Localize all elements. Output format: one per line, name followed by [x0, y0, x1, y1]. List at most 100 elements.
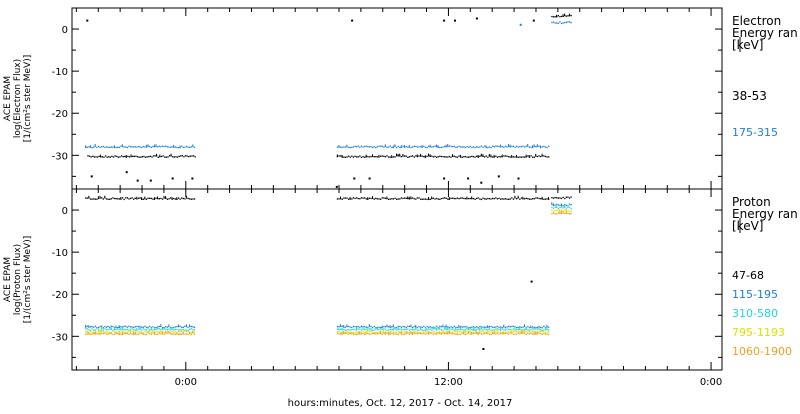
data-mark: [179, 328, 181, 331]
data-mark: [346, 197, 348, 199]
data-mark: [424, 146, 427, 148]
data-mark: [554, 16, 556, 18]
data-mark: [444, 145, 446, 148]
data-mark: [169, 197, 172, 199]
data-mark: [149, 197, 151, 199]
data-mark: [133, 332, 135, 335]
data-mark: [404, 155, 406, 157]
data-mark: [192, 329, 194, 331]
data-mark: [423, 156, 425, 158]
data-mark: [498, 197, 500, 199]
data-mark: [463, 197, 465, 200]
data-mark: [416, 329, 419, 331]
data-mark: [137, 197, 140, 199]
data-mark: [458, 328, 460, 330]
data-mark: [340, 324, 341, 327]
data-mark: [504, 145, 507, 147]
data-mark: [373, 331, 375, 334]
data-mark: [498, 326, 500, 328]
data-mark: [421, 155, 423, 157]
data-mark: [405, 155, 407, 157]
data-mark: [96, 156, 99, 158]
data-mark: [336, 154, 338, 157]
data-mark: [157, 333, 159, 336]
data-mark: [501, 198, 503, 200]
data-mark: [484, 156, 486, 158]
data-mark: [482, 326, 484, 328]
data-mark: [525, 145, 527, 147]
data-mark: [453, 197, 455, 200]
data-mark: [448, 331, 450, 334]
data-mark: [500, 198, 502, 200]
data-mark: [89, 330, 92, 333]
data-mark: [527, 331, 529, 334]
data-mark: [166, 328, 168, 331]
data-mark: [429, 326, 431, 328]
data-mark: [456, 146, 459, 148]
data-mark: [474, 146, 476, 149]
data-mark: [404, 197, 406, 199]
data-mark: [134, 197, 136, 199]
data-mark: [448, 197, 450, 200]
data-mark: [149, 145, 151, 148]
data-mark: [554, 213, 556, 215]
data-mark: [468, 327, 469, 330]
data-mark: [144, 333, 146, 336]
data-mark: [124, 155, 126, 158]
data-mark: [557, 22, 559, 24]
data-mark: [426, 327, 428, 331]
data-mark: [448, 145, 451, 147]
data-mark: [120, 145, 122, 147]
data-mark: [461, 156, 463, 158]
data-mark: [338, 333, 340, 335]
data-mark: [346, 329, 348, 333]
data-mark: [129, 146, 132, 148]
data-mark: [107, 333, 109, 335]
data-mark: [365, 154, 367, 158]
data-mark: [536, 331, 538, 335]
data-mark: [118, 146, 120, 148]
data-mark: [85, 145, 87, 148]
data-mark: [127, 155, 129, 157]
data-mark: [404, 326, 406, 328]
data-mark: [504, 326, 507, 329]
data-mark: [97, 330, 100, 332]
data-mark: [155, 331, 157, 333]
data-mark: [96, 326, 98, 329]
data-mark: [168, 324, 170, 327]
data-mark: [165, 145, 167, 147]
data-mark: [113, 331, 116, 333]
data-mark: [447, 330, 449, 333]
data-mark: [346, 156, 348, 158]
data-mark: [506, 155, 508, 157]
data-mark: [434, 326, 436, 330]
data-mark: [532, 328, 534, 330]
data-mark: [517, 146, 519, 148]
data-mark: [530, 329, 532, 331]
data-mark: [367, 146, 369, 148]
data-mark: [93, 331, 95, 333]
data-mark: [432, 333, 435, 335]
data-mark: [480, 330, 483, 332]
data-mark: [348, 155, 350, 157]
data-mark: [559, 204, 561, 206]
data-mark: [102, 333, 104, 335]
data-mark: [336, 146, 339, 148]
data-mark: [187, 329, 189, 331]
data-mark: [388, 198, 390, 200]
data-mark: [396, 329, 398, 331]
data-mark: [177, 324, 179, 327]
data-mark: [418, 326, 420, 328]
data-mark: [96, 328, 98, 330]
data-mark: [354, 329, 356, 331]
data-mark: [171, 146, 173, 148]
data-mark: [372, 329, 374, 331]
data-mark: [86, 330, 88, 333]
data-mark: [129, 329, 131, 333]
data-mark: [165, 328, 167, 330]
data-mark: [357, 331, 359, 335]
data-mark: [189, 324, 191, 327]
data-mark: [391, 146, 393, 149]
data-mark: [139, 331, 141, 333]
data-mark: [415, 198, 417, 200]
